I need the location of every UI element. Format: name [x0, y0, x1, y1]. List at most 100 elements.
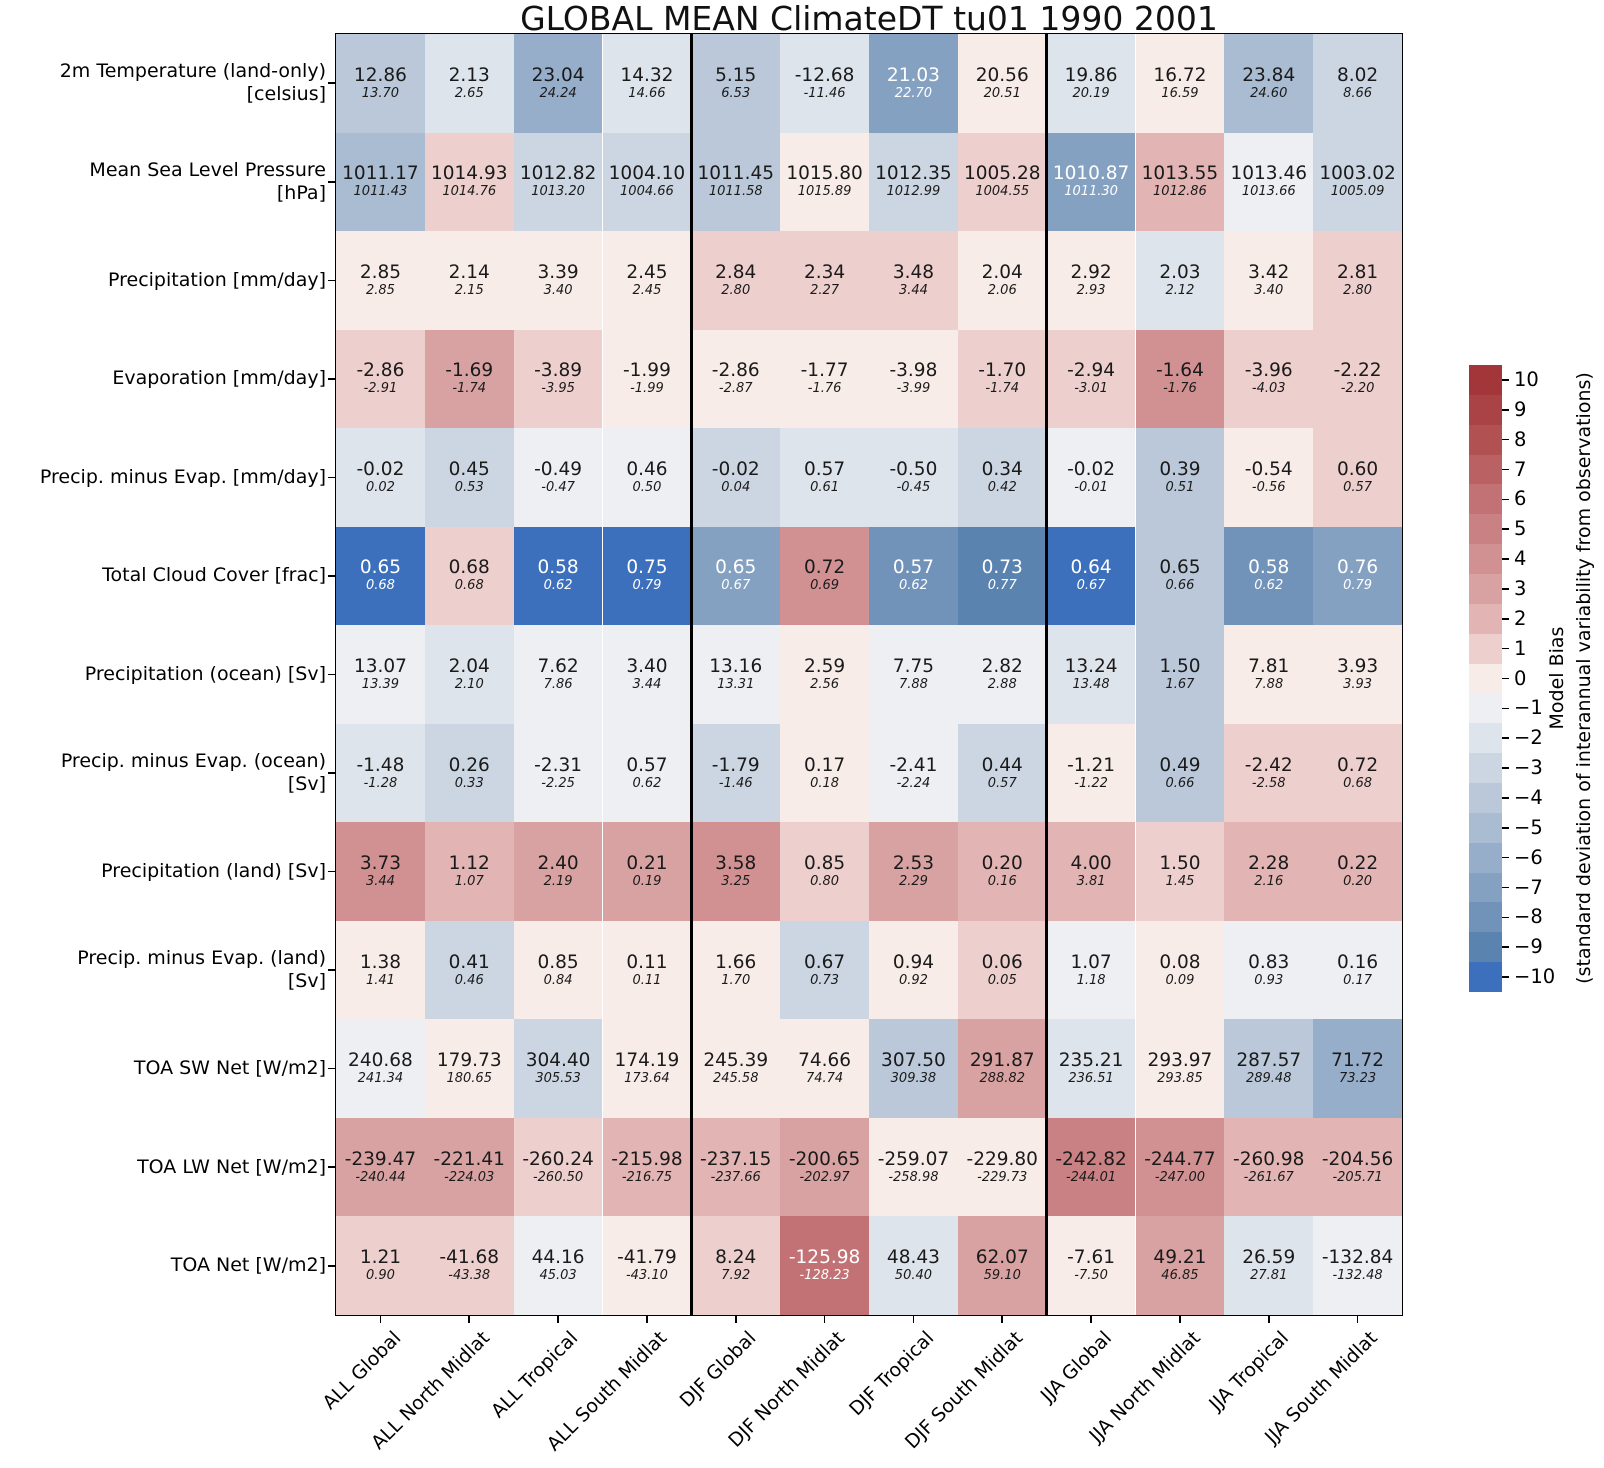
heatmap-cell: 2.53 2.29 — [869, 822, 958, 921]
cell-model-value: 3.58 — [715, 853, 757, 875]
cell-observation-value: 0.46 — [454, 972, 484, 988]
cell-observation-value: 0.67 — [1076, 578, 1106, 594]
heatmap-cell: 179.73 180.65 — [424, 1019, 514, 1118]
heatmap-cell: 3.48 3.44 — [869, 231, 958, 330]
colorbar-segment — [1469, 663, 1502, 694]
cell-observation-value: 0.62 — [632, 775, 662, 791]
cell-observation-value: -202.97 — [799, 1169, 850, 1185]
colorbar-tick-label: −2 — [1514, 726, 1543, 750]
heatmap-cell: -2.86 -2.87 — [691, 329, 781, 429]
cell-model-value: -2.86 — [356, 360, 405, 382]
heatmap-cell: 0.75 0.79 — [602, 526, 692, 626]
row-label: Precip. minus Evap. (land) [Sv] — [0, 947, 326, 993]
heatmap-cell: 245.39 245.58 — [691, 1019, 781, 1118]
colorbar-tick — [1502, 558, 1509, 560]
row-label-line: Precip. minus Evap. [mm/day] — [39, 465, 326, 488]
cell-model-value: 0.58 — [1248, 557, 1290, 579]
cell-observation-value: -7.50 — [1074, 1268, 1108, 1284]
heatmap-cell: 0.41 0.46 — [424, 920, 514, 1020]
cell-model-value: 13.24 — [1064, 655, 1118, 677]
cell-model-value: 0.41 — [448, 951, 490, 973]
colorbar-segment — [1469, 365, 1502, 396]
cell-observation-value: 1.67 — [1165, 676, 1195, 692]
column-label: DJF Global — [675, 1327, 761, 1412]
row-label-line: Total Cloud Cover [frac] — [102, 564, 326, 587]
cell-observation-value: 309.38 — [890, 1071, 937, 1087]
cell-model-value: 3.48 — [892, 261, 935, 283]
heatmap-cell: -229.80 -229.73 — [957, 1117, 1047, 1217]
cell-observation-value: 0.18 — [810, 775, 840, 791]
heatmap-cell: 0.72 0.68 — [1313, 723, 1402, 823]
cell-model-value: 16.72 — [1153, 64, 1207, 86]
heatmap-cell: 1.50 1.67 — [1135, 625, 1225, 724]
cell-model-value: 0.26 — [448, 754, 490, 776]
cell-model-value: 2.14 — [448, 261, 490, 283]
cell-model-value: 0.75 — [626, 557, 668, 579]
heatmap-cell: -259.07 -258.98 — [869, 1117, 958, 1217]
cell-model-value: 0.17 — [803, 754, 846, 776]
cell-observation-value: 0.53 — [454, 479, 484, 495]
heatmap-cell: 0.83 0.93 — [1224, 920, 1314, 1020]
cell-model-value: 3.40 — [626, 655, 668, 677]
heatmap-cell: 3.40 3.44 — [602, 625, 692, 724]
heatmap-cell: -12.68 -11.46 — [780, 34, 869, 133]
heatmap-cell: -41.68 -43.38 — [424, 1216, 514, 1315]
cell-model-value: 1012.35 — [875, 163, 952, 185]
cell-model-value: 2.40 — [537, 853, 579, 875]
heatmap-cell: 0.68 0.68 — [424, 526, 514, 626]
cell-model-value: 0.45 — [448, 458, 490, 480]
cell-model-value: -0.02 — [356, 458, 405, 480]
colorbar-segment — [1469, 842, 1502, 874]
cell-model-value: 0.44 — [981, 754, 1023, 776]
heatmap-cell: 20.56 20.51 — [957, 34, 1047, 133]
colorbar-tick-label: −4 — [1514, 785, 1543, 809]
heatmap-cell: 0.16 0.17 — [1313, 920, 1402, 1020]
heatmap-cell: -1.99 -1.99 — [602, 329, 692, 429]
cell-observation-value: 0.68 — [365, 578, 395, 594]
cell-model-value: 23.84 — [1242, 64, 1296, 86]
heatmap-cell: 1005.28 1004.55 — [957, 132, 1047, 232]
y-axis-tick — [328, 969, 336, 971]
y-axis-tick — [328, 870, 336, 873]
cell-model-value: -1.64 — [1155, 360, 1204, 382]
cell-model-value: 1013.55 — [1141, 163, 1219, 185]
cell-observation-value: 289.48 — [1245, 1071, 1292, 1087]
heatmap-cell: 4.00 3.81 — [1046, 822, 1136, 921]
cell-observation-value: -1.76 — [1163, 381, 1197, 397]
heatmap-cell: -2.22 -2.20 — [1313, 329, 1402, 429]
cell-model-value: 1004.10 — [608, 163, 686, 185]
cell-observation-value: 50.40 — [894, 1268, 933, 1284]
colorbar-tick — [1502, 498, 1509, 501]
row-label: Precip. minus Evap. [mm/day] — [0, 466, 326, 489]
cell-observation-value: -237.66 — [710, 1169, 761, 1185]
cell-observation-value: 46.85 — [1161, 1268, 1199, 1284]
heatmap-cell: 1.21 0.90 — [336, 1216, 425, 1315]
y-axis-tick — [328, 279, 336, 282]
cell-observation-value: 1013.66 — [1241, 184, 1296, 200]
cell-observation-value: 7.88 — [1254, 676, 1284, 692]
heatmap-cell: 0.85 0.80 — [780, 822, 869, 921]
row-label: Precipitation [mm/day] — [0, 269, 326, 292]
cell-model-value: 0.65 — [359, 557, 402, 579]
cell-model-value: 0.49 — [1159, 754, 1201, 776]
heatmap-cell: 0.58 0.62 — [513, 526, 603, 626]
colorbar-tick — [1502, 767, 1509, 769]
colorbar-tick — [1502, 976, 1509, 978]
cell-model-value: 3.39 — [537, 261, 579, 283]
cell-model-value: 7.75 — [892, 655, 935, 677]
heatmap-cell: 2.82 2.88 — [957, 625, 1047, 724]
cell-model-value: 2.92 — [1070, 261, 1112, 283]
cell-observation-value: 2.88 — [987, 676, 1017, 692]
cell-observation-value: -0.45 — [896, 479, 931, 495]
colorbar-tick-label: 8 — [1514, 427, 1527, 451]
colorbar-tick — [1502, 617, 1509, 620]
cell-observation-value: -2.20 — [1340, 381, 1375, 397]
heatmap-cell: 13.16 13.31 — [691, 625, 781, 724]
cell-observation-value: 6.53 — [721, 85, 751, 101]
heatmap-cell: 26.59 27.81 — [1224, 1216, 1314, 1315]
cell-observation-value: 73.23 — [1338, 1071, 1377, 1087]
cell-observation-value: 0.90 — [365, 1268, 395, 1284]
colorbar-segment — [1469, 544, 1502, 575]
cell-observation-value: 2.29 — [898, 874, 928, 890]
row-label-line: Precipitation (land) [Sv] — [101, 860, 326, 883]
